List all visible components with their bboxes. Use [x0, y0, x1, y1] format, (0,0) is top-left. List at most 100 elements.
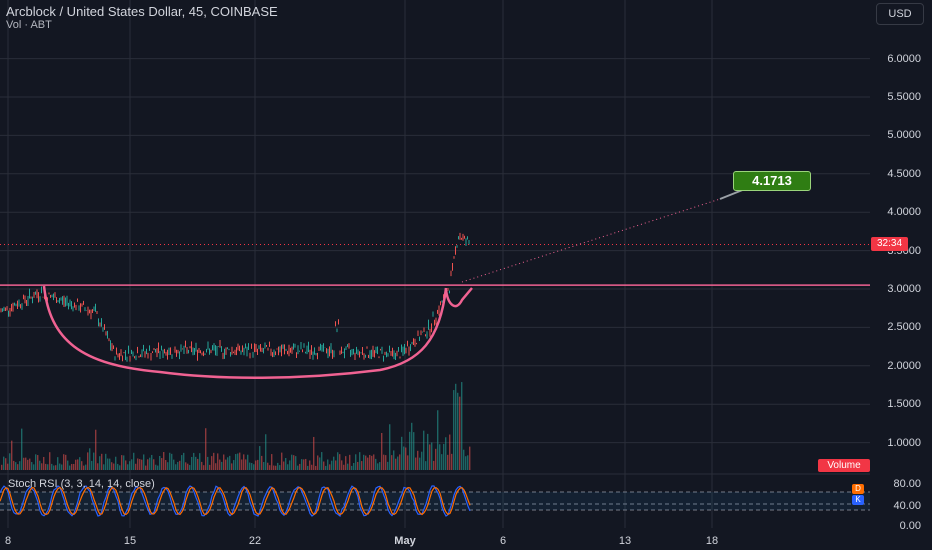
volume-bar: [89, 448, 91, 470]
stoch-tick-label: 80.00: [893, 478, 921, 490]
volume-bar: [271, 454, 273, 470]
volume-bar: [451, 453, 453, 470]
volume-bar: [15, 462, 17, 470]
volume-bar: [359, 452, 361, 470]
volume-bar: [215, 463, 217, 470]
volume-bar: [313, 436, 315, 470]
volume-bar: [291, 454, 293, 470]
volume-bar: [251, 463, 253, 470]
target-price-label[interactable]: 4.1713: [733, 171, 811, 191]
volume-bar: [397, 456, 399, 470]
volume-bar: [299, 463, 301, 470]
time-tick-label: 22: [248, 535, 262, 547]
volume-bar: [351, 465, 353, 470]
volume-bar: [361, 461, 363, 470]
volume-bar: [261, 455, 263, 470]
volume-bar: [247, 454, 249, 470]
volume-bar: [195, 456, 197, 470]
volume-bar: [345, 456, 347, 470]
volume-bar: [37, 455, 39, 470]
volume-bar: [47, 464, 49, 470]
currency-selector[interactable]: USD: [876, 3, 924, 25]
volume-bar: [21, 428, 23, 470]
volume-bar: [319, 457, 321, 470]
volume-bar: [407, 455, 409, 470]
volume-bar: [265, 434, 267, 470]
volume-bar: [391, 455, 393, 470]
volume-bar: [437, 410, 439, 470]
volume-bar: [425, 461, 427, 470]
volume-bar: [289, 460, 291, 470]
volume-bar: [173, 459, 175, 470]
volume-bar: [253, 464, 255, 470]
volume-bar: [145, 465, 147, 470]
volume-bar: [149, 457, 151, 470]
volume-bar: [155, 464, 157, 470]
volume-bar: [239, 452, 241, 470]
volume-bar: [107, 458, 109, 470]
volume-bar: [231, 463, 233, 470]
volume-bar: [223, 454, 225, 470]
volume-bar: [331, 460, 333, 470]
volume-bar: [415, 457, 417, 470]
volume-bar: [405, 447, 407, 470]
volume-bar: [449, 434, 451, 470]
volume-bar: [77, 459, 79, 470]
volume-bar: [23, 457, 25, 470]
volume-bar: [463, 449, 465, 470]
price-chart[interactable]: [0, 0, 870, 528]
volume-bar: [199, 453, 201, 470]
volume-bar: [317, 455, 319, 470]
volume-bar: [417, 450, 419, 470]
volume-bar: [95, 429, 97, 470]
volume-bar: [371, 455, 373, 470]
volume-bar: [273, 465, 275, 470]
candles: [0, 232, 470, 362]
stoch-rsi-legend[interactable]: Stoch RSI (3, 3, 14, 14, close): [8, 478, 155, 490]
volume-bar: [307, 465, 309, 470]
stoch-tick-label: 0.00: [899, 520, 921, 532]
volume-bar: [13, 460, 15, 470]
time-tick-label: 13: [618, 535, 632, 547]
volume-bar: [217, 453, 219, 470]
volume-bar: [315, 465, 317, 470]
volume-bar: [185, 462, 187, 470]
volume-bar: [123, 455, 125, 470]
volume-bar: [43, 456, 45, 470]
volume-bar: [355, 454, 357, 470]
volume-bar: [225, 459, 227, 470]
price-tick-label: 4.5000: [887, 167, 921, 180]
volume-bar: [443, 443, 445, 470]
volume-bar: [81, 461, 83, 470]
volume-bar: [97, 463, 99, 470]
volume-bar: [343, 464, 345, 470]
volume-bar: [39, 460, 41, 470]
volume-bar: [181, 455, 183, 470]
volume-bar: [461, 382, 463, 470]
volume-bar: [373, 454, 375, 470]
volume-bar: [409, 431, 411, 470]
volume-bar: [329, 464, 331, 470]
volume-bar: [305, 458, 307, 470]
volume-bar: [401, 436, 403, 470]
volume-bar: [135, 463, 137, 470]
volume-bar: [429, 444, 431, 470]
volume-bar: [435, 448, 437, 470]
volume-bar: [121, 455, 123, 470]
volume-bars: [1, 382, 471, 470]
price-tick-label: 5.5000: [887, 91, 921, 103]
volume-bar: [73, 463, 75, 470]
volume-bar: [353, 462, 355, 470]
volume-bar: [157, 465, 159, 470]
volume-bar: [457, 392, 459, 470]
volume-bar: [183, 452, 185, 470]
volume-bar: [395, 458, 397, 470]
volume-bar: [57, 457, 59, 470]
volume-bar: [175, 464, 177, 470]
volume-bar: [209, 464, 211, 470]
volume-bar: [59, 463, 61, 470]
volume-bar: [245, 459, 247, 470]
volume-bar: [75, 459, 77, 470]
symbol-title[interactable]: Arcblock / United States Dollar, 45, COI…: [6, 4, 278, 19]
chart-area[interactable]: [0, 0, 870, 528]
